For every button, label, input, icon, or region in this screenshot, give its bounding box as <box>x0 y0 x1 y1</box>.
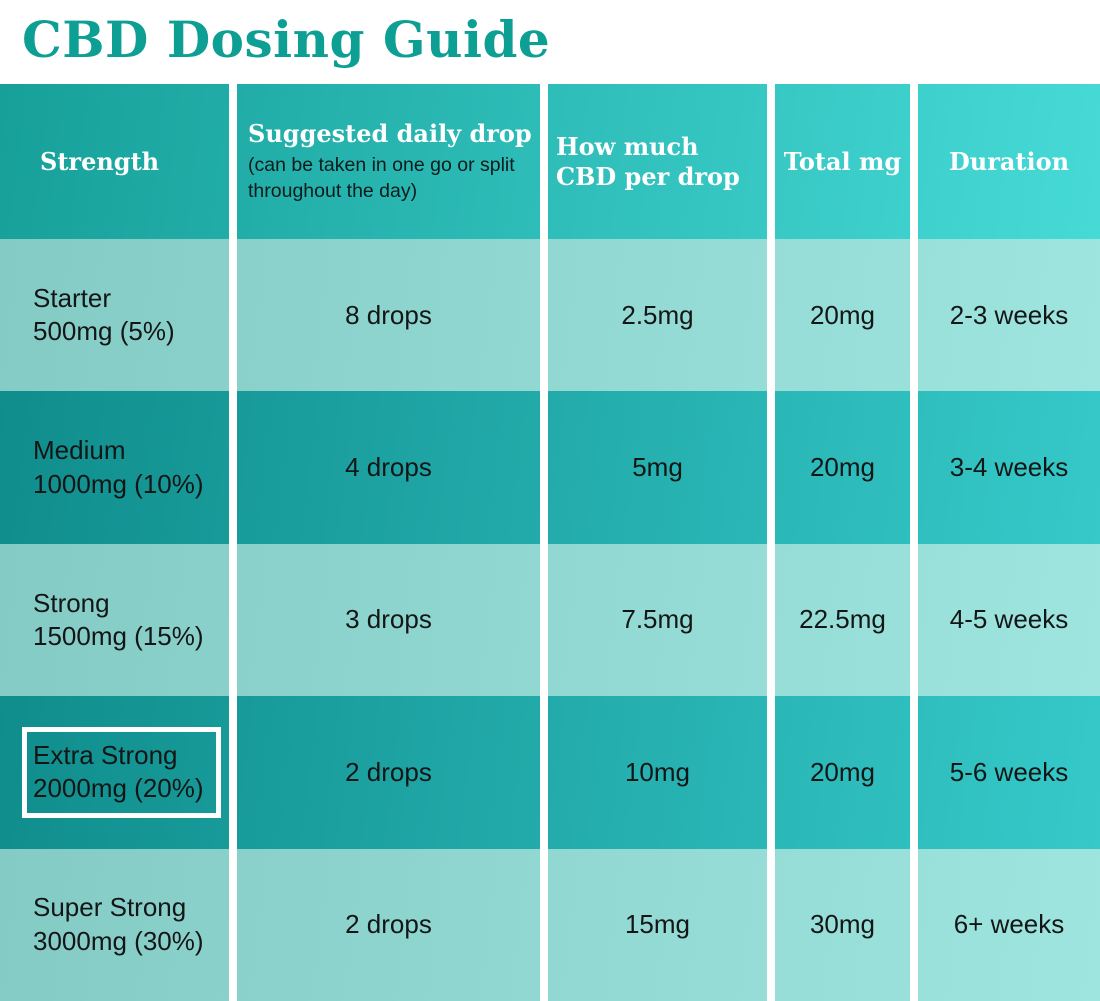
cell-duration: 5-6 weeks <box>949 756 1069 787</box>
column-header-subnote: (can be taken in one go or split through… <box>248 153 515 202</box>
cell-drops: 3 drops <box>345 604 432 635</box>
dosing-table: Strength Suggested daily drop (can be ta… <box>0 84 1100 1001</box>
cell-cbd-per-drop: 15mg <box>624 909 691 940</box>
cell-drops: 4 drops <box>345 451 432 482</box>
column-header-suggested-daily-drop: Suggested daily drop (can be taken in on… <box>237 84 540 239</box>
column-separator <box>910 84 918 1001</box>
cell-drops: 2 drops <box>345 756 432 787</box>
cell-strength: Medium 1000mg (10%) <box>33 435 204 499</box>
cell-duration: 3-4 weeks <box>949 451 1069 482</box>
cell-cbd-per-drop: 2.5mg <box>621 299 694 330</box>
cell-cbd-per-drop: 5mg <box>632 451 683 482</box>
table-row-strong: Strong 1500mg (15%) 3 drops 7.5mg 22.5mg… <box>0 543 1100 697</box>
cell-drops: 8 drops <box>345 299 432 330</box>
cell-strength-highlighted: Extra Strong 2000mg (20%) <box>0 696 229 848</box>
cell-cbd-per-drop: 10mg <box>624 756 691 787</box>
page-title: CBD Dosing Guide <box>22 10 551 69</box>
column-header-label: Suggested daily drop <box>248 118 532 148</box>
cell-strength: Strong 1500mg (15%) <box>33 587 204 651</box>
cell-cbd-per-drop: 7.5mg <box>621 604 694 635</box>
cell-strength: Starter 500mg (5%) <box>33 282 175 347</box>
cell-duration: 6+ weeks <box>953 909 1065 940</box>
cell-total-mg: 20mg <box>809 756 876 787</box>
table-row-extra-strong: Extra Strong 2000mg (20%) 2 drops 10mg 2… <box>0 696 1100 849</box>
cell-total-mg: 22.5mg <box>799 604 886 635</box>
column-header-duration: Duration <box>948 146 1070 176</box>
cell-total-mg: 20mg <box>809 299 876 330</box>
column-header-cbd-per-drop: How much CBD per drop <box>556 131 740 191</box>
table-row-starter: Starter 500mg (5%) 8 drops 2.5mg 20mg 2-… <box>0 239 1100 392</box>
table-row-super-strong: Super Strong 3000mg (30%) 2 drops 15mg 3… <box>0 848 1100 1001</box>
column-separator <box>767 84 775 1001</box>
cell-drops: 2 drops <box>345 909 432 940</box>
column-separator <box>540 84 548 1001</box>
cell-duration: 4-5 weeks <box>949 604 1069 635</box>
cell-strength: Super Strong 3000mg (30%) <box>33 892 204 956</box>
table-header-row: Strength Suggested daily drop (can be ta… <box>0 84 1100 239</box>
table-row-medium: Medium 1000mg (10%) 4 drops 5mg 20mg 3-4… <box>0 391 1100 544</box>
highlight-frame: Extra Strong 2000mg (20%) <box>22 727 221 818</box>
cell-total-mg: 20mg <box>809 451 876 482</box>
column-separator <box>229 84 237 1001</box>
column-header-total-mg: Total mg <box>783 146 902 176</box>
cell-total-mg: 30mg <box>809 909 876 940</box>
column-header-strength: Strength <box>40 146 160 176</box>
cell-duration: 2-3 weeks <box>949 299 1069 330</box>
